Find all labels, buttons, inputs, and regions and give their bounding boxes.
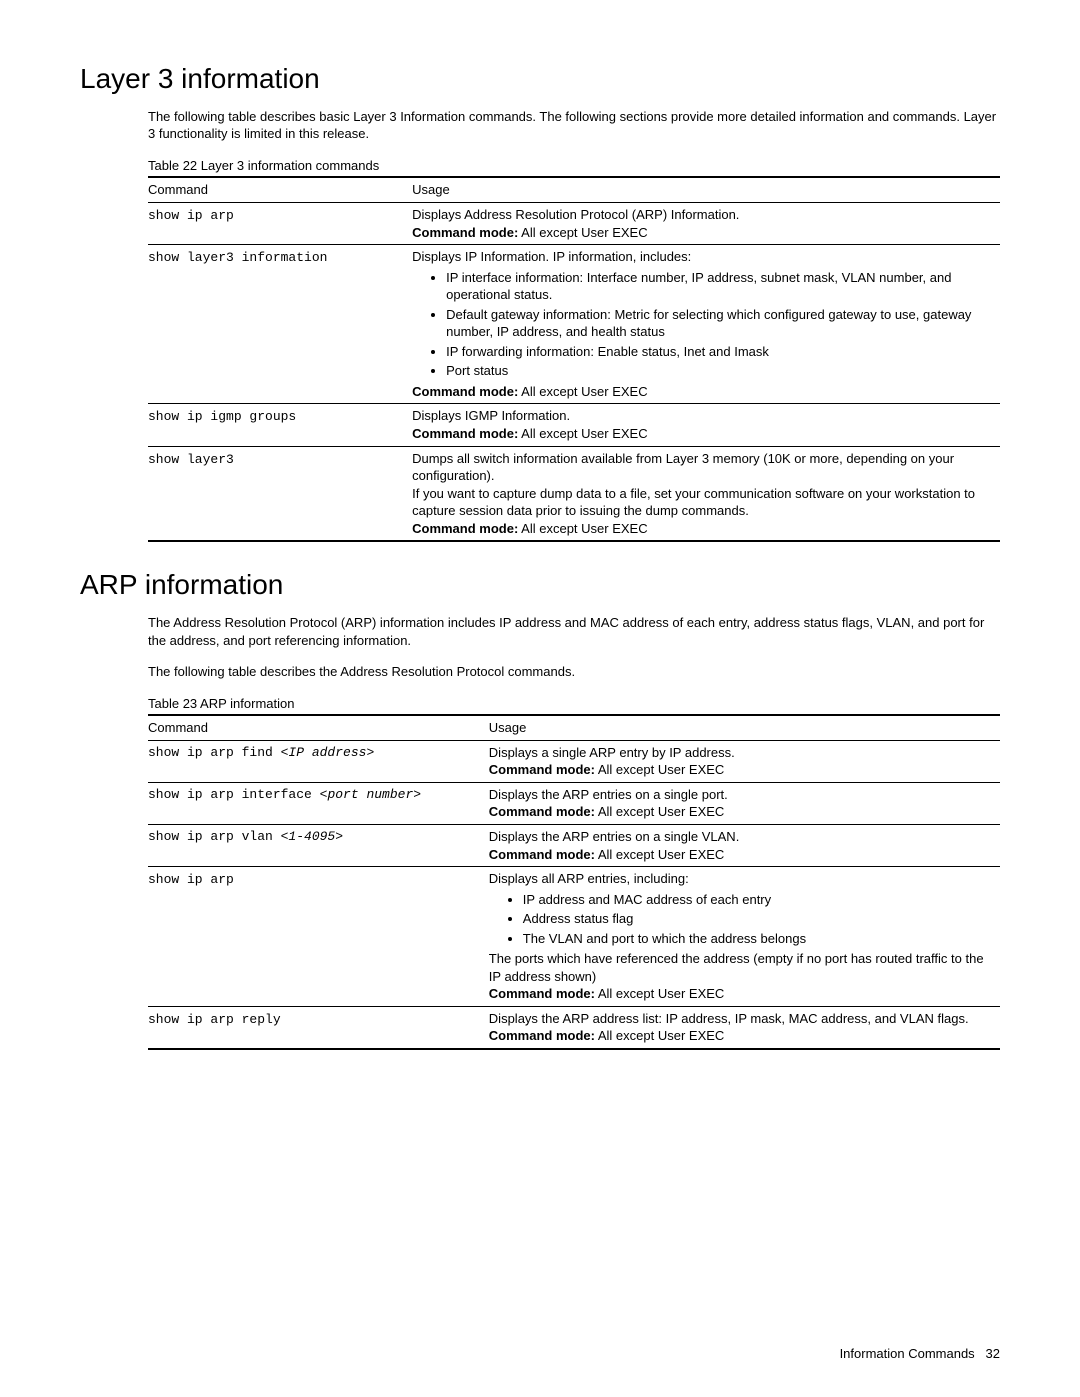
command-mode-value: All except User EXEC — [595, 1028, 724, 1043]
command-text: show layer3 — [148, 452, 234, 467]
usage-text: Displays the ARP address list: IP addres… — [489, 1010, 994, 1028]
command-mode-label: Command mode: — [489, 804, 595, 819]
command-mode-label: Command mode: — [412, 426, 518, 441]
table23-caption: Table 23 ARP information — [148, 695, 1000, 713]
usage-bullets: IP interface information: Interface numb… — [412, 268, 994, 381]
command-mode-label: Command mode: — [489, 762, 595, 777]
command-param: <1-4095> — [281, 829, 343, 844]
usage-text: Displays IGMP Information. — [412, 407, 994, 425]
command-mode-label: Command mode: — [412, 225, 518, 240]
command-prefix: show ip arp find — [148, 745, 281, 760]
list-item: Port status — [446, 361, 994, 381]
command-text: show ip igmp groups — [148, 409, 296, 424]
command-text: show layer3 information — [148, 250, 327, 265]
list-item: IP interface information: Interface numb… — [446, 268, 994, 305]
command-mode-value: All except User EXEC — [595, 762, 724, 777]
table-row: show ip arp Displays all ARP entries, in… — [148, 867, 1000, 1007]
command-mode-value: All except User EXEC — [518, 384, 647, 399]
command-mode-value: All except User EXEC — [518, 426, 647, 441]
usage-text: Displays Address Resolution Protocol (AR… — [412, 206, 994, 224]
usage-text: Dumps all switch information available f… — [412, 450, 994, 485]
table-row: show ip arp find <IP address> Displays a… — [148, 740, 1000, 782]
usage-text: Displays the ARP entries on a single por… — [489, 786, 994, 804]
list-item: Address status flag — [523, 909, 994, 929]
command-mode-label: Command mode: — [412, 384, 518, 399]
usage-text: Displays a single ARP entry by IP addres… — [489, 744, 994, 762]
col-header-usage: Usage — [412, 177, 1000, 202]
intro-arp-2: The following table describes the Addres… — [148, 663, 1000, 681]
usage-text: If you want to capture dump data to a fi… — [412, 485, 994, 520]
intro-layer3: The following table describes basic Laye… — [148, 108, 1000, 143]
list-item: The VLAN and port to which the address b… — [523, 929, 994, 949]
command-mode-value: All except User EXEC — [595, 847, 724, 862]
table-row: show layer3 information Displays IP Info… — [148, 245, 1000, 404]
command-param: <port number> — [320, 787, 421, 802]
footer-page-number: 32 — [986, 1346, 1000, 1361]
table-arp-commands: Command Usage show ip arp find <IP addre… — [148, 714, 1000, 1050]
footer-label: Information Commands — [840, 1346, 975, 1361]
command-mode-value: All except User EXEC — [595, 986, 724, 1001]
table-row: show layer3 Dumps all switch information… — [148, 446, 1000, 541]
heading-layer3-information: Layer 3 information — [80, 60, 1000, 98]
command-mode-value: All except User EXEC — [595, 804, 724, 819]
command-mode-label: Command mode: — [489, 847, 595, 862]
col-header-command: Command — [148, 715, 489, 740]
list-item: IP address and MAC address of each entry — [523, 890, 994, 910]
usage-text: Displays the ARP entries on a single VLA… — [489, 828, 994, 846]
table-row: show ip arp Displays Address Resolution … — [148, 202, 1000, 244]
table22-caption: Table 22 Layer 3 information commands — [148, 157, 1000, 175]
command-mode-value: All except User EXEC — [518, 521, 647, 536]
command-mode-value: All except User EXEC — [518, 225, 647, 240]
col-header-command: Command — [148, 177, 412, 202]
command-mode-label: Command mode: — [489, 986, 595, 1001]
table-row: show ip arp vlan <1-4095> Displays the A… — [148, 825, 1000, 867]
command-prefix: show ip arp interface — [148, 787, 320, 802]
table-row: show ip arp interface <port number> Disp… — [148, 782, 1000, 824]
page-footer: Information Commands 32 — [840, 1345, 1000, 1363]
col-header-usage: Usage — [489, 715, 1000, 740]
command-mode-label: Command mode: — [412, 521, 518, 536]
command-text: show ip arp reply — [148, 1012, 281, 1027]
usage-text: Displays IP Information. IP information,… — [412, 248, 994, 266]
usage-text: Displays all ARP entries, including: — [489, 870, 994, 888]
usage-bullets: IP address and MAC address of each entry… — [489, 890, 994, 949]
list-item: IP forwarding information: Enable status… — [446, 342, 994, 362]
usage-tail: The ports which have referenced the addr… — [489, 950, 994, 985]
list-item: Default gateway information: Metric for … — [446, 305, 994, 342]
command-mode-label: Command mode: — [489, 1028, 595, 1043]
command-prefix: show ip arp vlan — [148, 829, 281, 844]
intro-arp-1: The Address Resolution Protocol (ARP) in… — [148, 614, 1000, 649]
command-param: <IP address> — [281, 745, 375, 760]
table-layer3-commands: Command Usage show ip arp Displays Addre… — [148, 176, 1000, 542]
command-text: show ip arp — [148, 208, 234, 223]
table-row: show ip arp reply Displays the ARP addre… — [148, 1006, 1000, 1049]
table-row: show ip igmp groups Displays IGMP Inform… — [148, 404, 1000, 446]
heading-arp-information: ARP information — [80, 566, 1000, 604]
command-text: show ip arp — [148, 872, 234, 887]
